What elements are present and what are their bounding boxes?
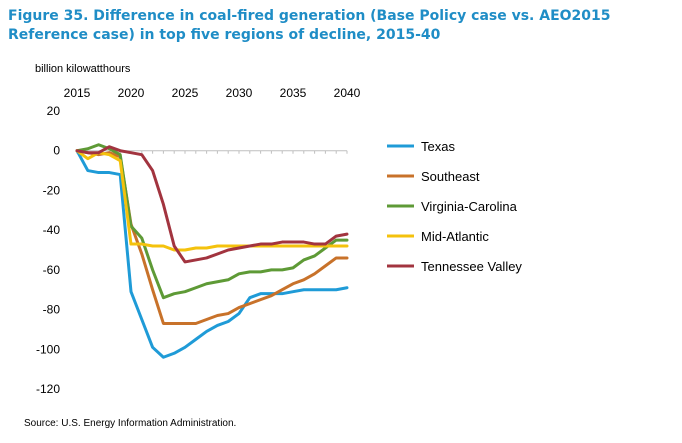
y-tick-label-0: 0 <box>53 144 60 158</box>
x-tick-label-2030: 2030 <box>226 86 253 100</box>
series-line-mid-atlantic <box>75 149 349 252</box>
legend-label-mid-atlantic: Mid-Atlantic <box>421 229 489 244</box>
y-axis-label: billion kilowatthours <box>35 63 131 75</box>
y-axis-ticks: 20 0 -20 -40 -60 -80 -100 -120 <box>36 104 60 396</box>
series-lines <box>75 143 349 359</box>
y-tick-label-20: 20 <box>47 104 61 118</box>
legend-label-tennessee-valley: Tennessee Valley <box>421 259 522 274</box>
series-line-tennessee-valley <box>75 145 349 264</box>
x-axis-ticks: 2015 2020 2025 2030 2035 2040 <box>64 86 361 100</box>
x-tick-label-2040: 2040 <box>334 86 361 100</box>
legend: Texas Southeast Virginia-Carolina Mid-Atlan… <box>387 139 522 274</box>
y-tick-label-neg60: -60 <box>43 263 61 277</box>
y-tick-label-neg100: -100 <box>36 342 60 356</box>
y-tick-label-neg80: -80 <box>43 303 61 317</box>
y-tick-label-neg40: -40 <box>43 223 61 237</box>
legend-label-texas: Texas <box>421 139 455 154</box>
legend-label-virginia-carolina: Virginia-Carolina <box>421 199 518 214</box>
x-tick-label-2020: 2020 <box>118 86 145 100</box>
legend-label-southeast: Southeast <box>421 169 480 184</box>
y-tick-label-neg20: -20 <box>43 183 61 197</box>
x-tick-label-2025: 2025 <box>172 86 199 100</box>
source-note: Source: U.S. Energy Information Administ… <box>24 418 237 429</box>
series-line-texas <box>75 149 349 359</box>
x-tick-label-2035: 2035 <box>280 86 307 100</box>
x-tick-label-2015: 2015 <box>64 86 91 100</box>
series-line-virginia-carolina <box>75 143 349 300</box>
chart-title: Figure 35. Difference in coal-fired gene… <box>8 8 611 43</box>
series-line-southeast <box>75 149 349 325</box>
y-tick-label-neg120: -120 <box>36 382 60 396</box>
